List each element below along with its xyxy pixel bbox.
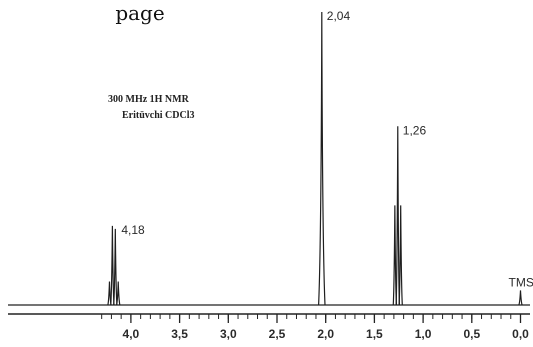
x-axis-tick-label: 3,5 <box>171 327 188 341</box>
peak-line <box>398 205 403 306</box>
solvent-info-label: Eritüvchi CDCl3 <box>122 110 195 121</box>
peak-line <box>518 290 523 306</box>
x-axis-minor-ticks <box>101 314 521 319</box>
peak-group: 4,18 2,04 1,26 TMS <box>107 9 533 306</box>
x-axis-tick-label: 1,0 <box>415 327 432 341</box>
peak-tms: TMS <box>509 275 533 306</box>
x-axis-tick-label: 2,5 <box>269 327 286 341</box>
x-axis-tick-label: 4,0 <box>123 327 140 341</box>
peak-line <box>116 281 121 306</box>
peak-label: 1,26 <box>403 123 427 137</box>
peak-line <box>113 228 118 306</box>
peak-line <box>110 225 115 306</box>
peak-label: 4,18 <box>121 223 145 237</box>
header-text-fragment: page <box>115 1 164 25</box>
x-axis-tick-label: 1,5 <box>366 327 383 341</box>
peak-1-26: 1,26 <box>392 123 427 306</box>
peak-4-18: 4,18 <box>107 223 145 306</box>
peak-label: 2,04 <box>327 9 351 23</box>
peak-label: TMS <box>509 275 533 289</box>
x-axis-tick-label: 3,0 <box>220 327 237 341</box>
x-axis-tick-label: 0,5 <box>463 327 480 341</box>
peak-line <box>395 126 400 306</box>
spectrometer-info-label: 300 MHz 1H NMR <box>108 94 190 105</box>
x-axis-major-ticks: 4,0 3,5 3,0 2,5 2,0 1,5 1,0 0,5 0,0 <box>123 314 529 341</box>
peak-2-04: 2,04 <box>318 9 351 306</box>
peak-line <box>392 205 398 306</box>
x-axis-tick-label: 2,0 <box>317 327 334 341</box>
x-axis-tick-label: 0,0 <box>512 327 529 341</box>
peak-line <box>318 11 326 306</box>
